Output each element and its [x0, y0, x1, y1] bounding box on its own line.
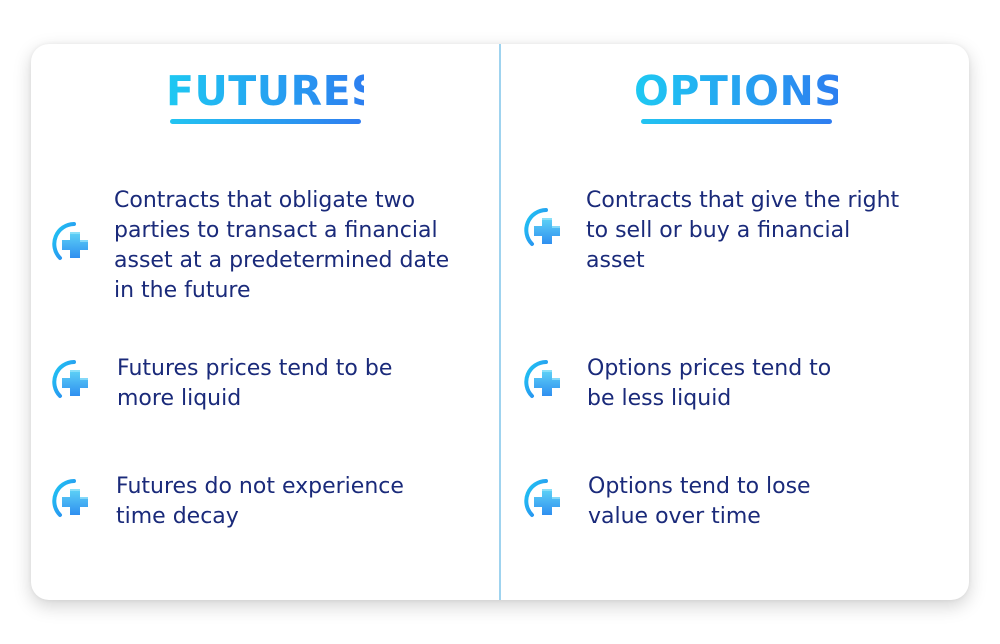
futures-item-2-line-1: Futures prices tend to be: [117, 356, 393, 381]
options-item-1-line-2: to sell or buy a financial: [586, 218, 851, 243]
futures-item-1-line-2: parties to transact a financial: [114, 218, 438, 243]
futures-item-2-line-2: more liquid: [117, 386, 242, 411]
options-item-2: Options prices tend to be less liquid: [587, 354, 831, 414]
plus-icon: [524, 360, 560, 398]
futures-item-3-line-2: time decay: [116, 504, 239, 529]
plus-icon: [52, 479, 88, 517]
options-item-1-line-1: Contracts that give the right: [586, 188, 900, 213]
futures-item-1-line-1: Contracts that obligate two: [114, 188, 416, 213]
options-title: OPTIONS: [634, 67, 845, 115]
options-item-3: Options tend to lose value over time: [588, 472, 811, 532]
column-divider: [499, 44, 501, 600]
plus-icon: [52, 360, 88, 398]
options-item-1: Contracts that give the right to sell or…: [586, 186, 899, 276]
futures-item-3: Futures do not experience time decay: [116, 472, 404, 532]
futures-item-3-line-1: Futures do not experience: [116, 474, 404, 499]
plus-icon: [52, 222, 88, 260]
options-item-2-line-1: Options prices tend to: [587, 356, 832, 381]
options-item-1-line-3: asset: [586, 248, 645, 273]
futures-title-underline: [170, 119, 361, 124]
options-item-3-line-2: value over time: [588, 504, 761, 529]
futures-item-1-line-3: asset at a predetermined date: [114, 248, 450, 273]
futures-title: FUTURES: [166, 67, 382, 115]
options-title-underline: [641, 119, 832, 124]
plus-icon: [524, 208, 560, 246]
options-item-3-line-1: Options tend to lose: [588, 474, 811, 499]
options-item-2-line-2: be less liquid: [587, 386, 732, 411]
futures-item-1-line-4: in the future: [114, 278, 251, 303]
futures-item-1: Contracts that obligate two parties to t…: [114, 186, 449, 306]
futures-item-2: Futures prices tend to be more liquid: [117, 354, 392, 414]
plus-icon: [524, 479, 560, 517]
